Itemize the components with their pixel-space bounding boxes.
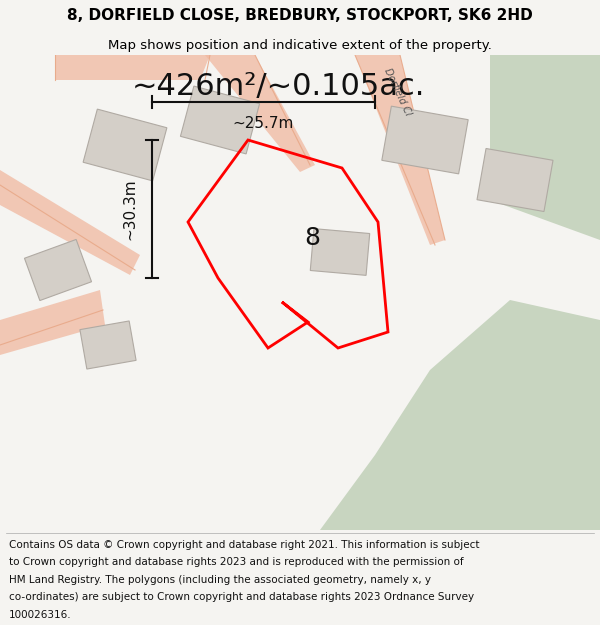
Text: HM Land Registry. The polygons (including the associated geometry, namely x, y: HM Land Registry. The polygons (includin… — [9, 574, 431, 584]
Polygon shape — [80, 321, 136, 369]
Text: Map shows position and indicative extent of the property.: Map shows position and indicative extent… — [108, 39, 492, 52]
Polygon shape — [355, 55, 445, 245]
Text: ~30.3m: ~30.3m — [122, 178, 137, 240]
Text: 8, DORFIELD CLOSE, BREDBURY, STOCKPORT, SK6 2HD: 8, DORFIELD CLOSE, BREDBURY, STOCKPORT, … — [67, 8, 533, 23]
Polygon shape — [0, 290, 105, 355]
Polygon shape — [382, 106, 468, 174]
Polygon shape — [0, 170, 140, 275]
Polygon shape — [477, 149, 553, 211]
Polygon shape — [181, 86, 260, 154]
Polygon shape — [310, 229, 370, 276]
Polygon shape — [490, 55, 600, 240]
Text: Dorfield Cl: Dorfield Cl — [383, 67, 413, 118]
Text: ~25.7m: ~25.7m — [233, 116, 294, 131]
Text: 8: 8 — [304, 226, 320, 250]
Polygon shape — [83, 109, 167, 181]
Polygon shape — [205, 55, 315, 172]
Text: 100026316.: 100026316. — [9, 610, 71, 620]
Text: Contains OS data © Crown copyright and database right 2021. This information is : Contains OS data © Crown copyright and d… — [9, 539, 479, 549]
Polygon shape — [25, 239, 92, 301]
Text: co-ordinates) are subject to Crown copyright and database rights 2023 Ordnance S: co-ordinates) are subject to Crown copyr… — [9, 592, 474, 602]
Polygon shape — [55, 55, 210, 80]
Text: to Crown copyright and database rights 2023 and is reproduced with the permissio: to Crown copyright and database rights 2… — [9, 557, 464, 567]
Polygon shape — [320, 300, 600, 530]
Text: ~426m²/~0.105ac.: ~426m²/~0.105ac. — [131, 72, 425, 101]
